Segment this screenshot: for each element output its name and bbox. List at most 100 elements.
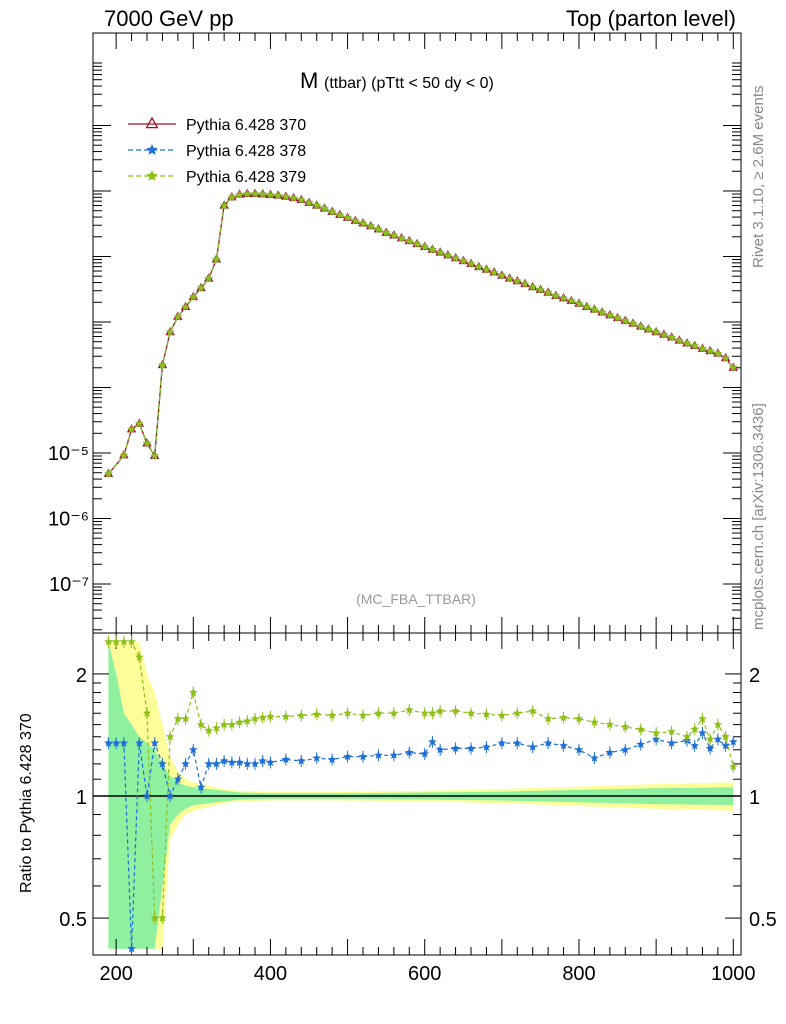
main-series-marker (212, 255, 221, 264)
ratio-series-marker (358, 710, 368, 720)
ratio-series-marker (690, 741, 699, 750)
main-series-2 (104, 189, 738, 478)
main-series-marker (536, 285, 545, 294)
main-series-marker (466, 259, 476, 268)
main-series-marker (104, 469, 113, 478)
process-label: Top (parton level) (566, 6, 736, 31)
main-series-1 (104, 189, 738, 478)
ratio-series-marker (513, 738, 522, 747)
main-series-marker (682, 339, 692, 348)
main-series-marker (505, 274, 514, 283)
main-series-marker (374, 224, 383, 233)
main-series-marker (219, 201, 229, 210)
ratio-series-marker (428, 737, 437, 746)
ratio-series-1 (104, 635, 738, 925)
main-series-marker (543, 288, 553, 297)
main-series-marker (165, 327, 175, 336)
ratio-x-tick-label: 400 (254, 963, 287, 985)
ratio-series-marker (104, 738, 113, 747)
main-series-marker (451, 253, 460, 262)
ratio-series-marker (574, 745, 584, 754)
ratio-y-tick-label: 1 (76, 787, 87, 809)
ratio-series-marker (181, 759, 190, 768)
main-series-marker (266, 190, 275, 199)
ratio-series-marker (212, 723, 221, 732)
ratio-series-marker (466, 708, 476, 717)
ratio-series-marker (104, 637, 113, 646)
legend-entry: Pythia 6.428 378 (186, 143, 306, 160)
ratio-series-marker (636, 740, 645, 749)
ratio-series-marker (204, 759, 213, 768)
ratio-series-marker (559, 741, 568, 750)
ratio-y-tick-label-right: 2 (749, 665, 760, 687)
ratio-x-tick-label: 600 (408, 963, 441, 985)
main-series-marker (335, 210, 345, 219)
main-series-marker (651, 327, 661, 336)
main-series-marker (351, 216, 360, 225)
main-series-marker (559, 293, 568, 302)
energy-label: 7000 GeV pp (104, 6, 234, 31)
ratio-series-marker (281, 755, 291, 764)
ratio-series-marker (528, 706, 537, 715)
ratio-series-marker (698, 728, 707, 737)
ratio-series-marker (621, 745, 630, 754)
ratio-series-marker (428, 708, 437, 717)
ratio-series-marker (435, 706, 445, 715)
main-series-marker (204, 274, 213, 283)
ratio-series-marker (327, 755, 337, 764)
main-series-marker (289, 193, 298, 202)
ratio-series-line (108, 731, 734, 949)
ratio-series-marker (690, 724, 699, 733)
ratio-series-marker (135, 738, 144, 747)
main-y-tick-label: 10⁻⁷ (49, 574, 89, 596)
main-series-marker (327, 207, 337, 216)
ratio-series-marker (165, 732, 175, 741)
main-series-line (107, 193, 734, 475)
main-series-marker (173, 312, 183, 321)
main-series-marker (189, 292, 198, 301)
main-y-tick-label: 10⁻⁶ (48, 509, 89, 531)
main-series-marker (582, 302, 591, 311)
ratio-series-marker (142, 791, 152, 800)
ratio-series-marker (729, 737, 738, 746)
ratio-series-marker (158, 913, 167, 922)
main-series-marker (667, 333, 676, 342)
main-series-marker (513, 276, 522, 285)
main-series-marker (281, 192, 291, 201)
legend-entry: Pythia 6.428 370 (186, 117, 306, 134)
main-series-marker (489, 268, 499, 277)
ratio-series-marker (243, 716, 252, 725)
ratio-series-marker (243, 759, 252, 768)
ratio-y-tick-label-right: 0.5 (749, 909, 777, 931)
ratio-y-tick-label-right: 1 (749, 787, 760, 809)
ratio-x-tick-label: 1000 (711, 963, 756, 985)
ratio-series-marker (227, 720, 237, 729)
ratio-series-marker (266, 712, 275, 721)
ratio-series-marker (173, 774, 183, 783)
main-series-marker (304, 198, 314, 207)
ratio-series-marker (150, 738, 159, 747)
main-series-line (107, 193, 734, 475)
ratio-series-marker (181, 714, 190, 723)
ratio-series-marker (451, 706, 460, 715)
main-series-marker (127, 424, 136, 433)
ratio-series-marker (196, 720, 206, 729)
ratio-plot-frame (92, 632, 742, 956)
ratio-series-marker (235, 757, 244, 767)
main-series-marker (567, 296, 576, 305)
ratio-series-marker (219, 720, 229, 729)
ratio-series-0 (104, 727, 738, 955)
main-series-marker (297, 195, 306, 204)
main-series-marker (250, 189, 260, 198)
ratio-series-marker (219, 756, 229, 765)
main-series-marker (644, 324, 653, 334)
ratio-series-marker (196, 782, 206, 791)
ratio-series-marker (358, 752, 368, 761)
main-series-marker (705, 346, 715, 355)
main-series-marker (258, 189, 267, 198)
ratio-series-marker (698, 714, 707, 723)
ratio-series-marker (420, 749, 429, 758)
main-series-marker (443, 250, 453, 259)
main-series-0 (103, 188, 738, 477)
